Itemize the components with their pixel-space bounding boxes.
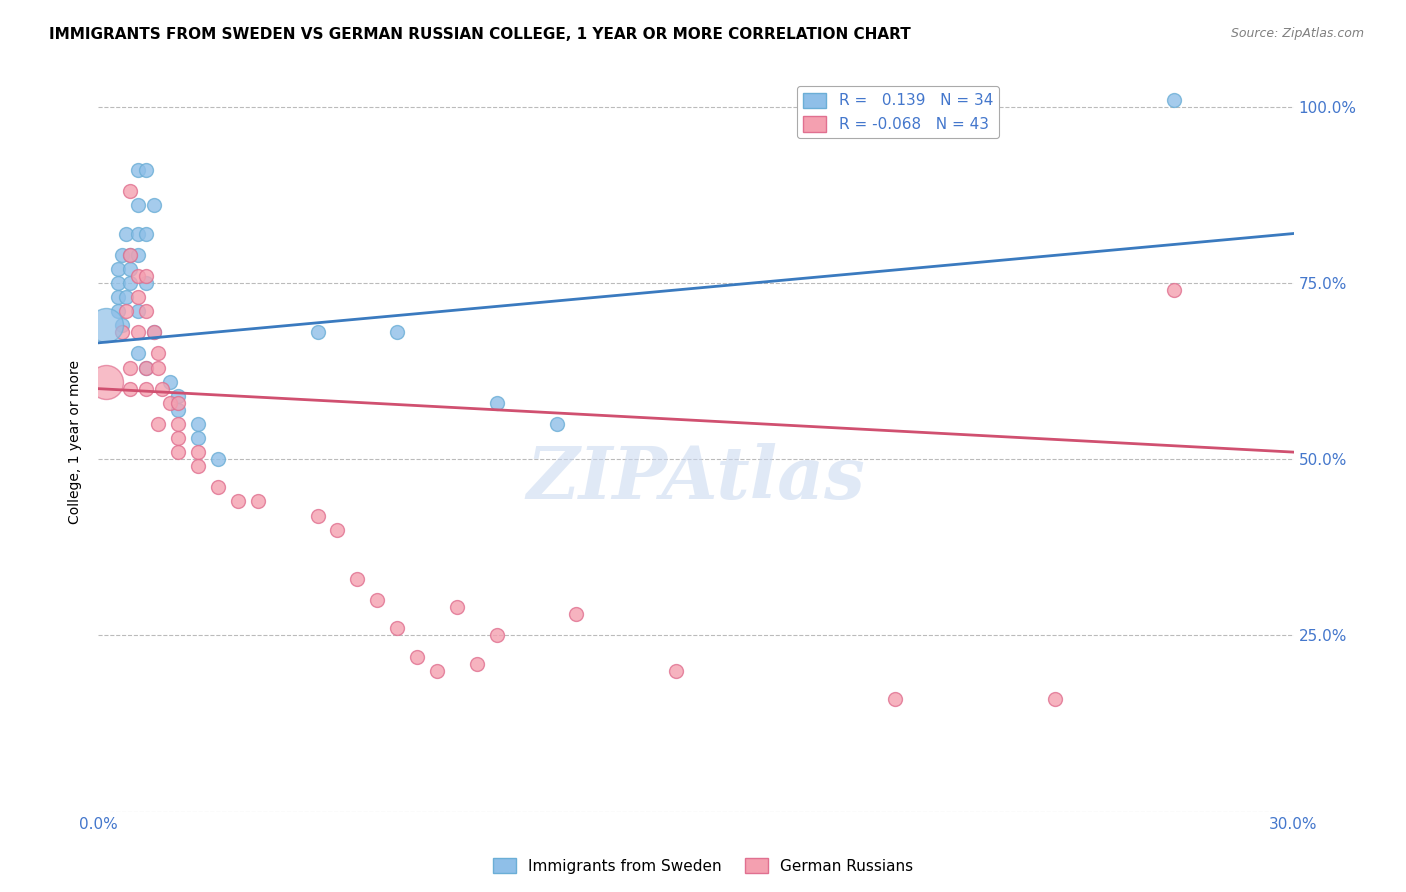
Point	[148, 360, 170, 375]
Point	[127, 304, 149, 318]
Point	[127, 268, 149, 283]
Point	[120, 248, 142, 262]
Point	[115, 290, 138, 304]
Point	[167, 431, 190, 445]
Point	[406, 649, 429, 664]
Point	[135, 304, 157, 318]
Point	[167, 389, 190, 403]
Point	[120, 184, 142, 198]
Point	[127, 346, 149, 360]
Point	[465, 657, 488, 671]
Point	[120, 261, 142, 276]
Point	[167, 417, 190, 431]
Point	[107, 290, 129, 304]
Point	[385, 325, 409, 339]
Point	[167, 396, 190, 410]
Point	[127, 227, 149, 241]
Point	[1163, 283, 1185, 297]
Point	[115, 304, 138, 318]
Point	[135, 163, 157, 178]
Point	[226, 494, 249, 508]
Point	[1043, 692, 1066, 706]
Point	[143, 325, 166, 339]
Point	[884, 692, 907, 706]
Legend: R =   0.139   N = 34, R = -0.068   N = 43: R = 0.139 N = 34, R = -0.068 N = 43	[797, 87, 1000, 138]
Point	[346, 572, 368, 586]
Text: Source: ZipAtlas.com: Source: ZipAtlas.com	[1230, 27, 1364, 40]
Point	[326, 523, 349, 537]
Point	[307, 325, 329, 339]
Point	[207, 480, 229, 494]
Point	[1163, 93, 1185, 107]
Point	[120, 360, 142, 375]
Point	[187, 445, 209, 459]
Point	[115, 227, 138, 241]
Point	[135, 360, 157, 375]
Point	[665, 664, 688, 678]
Point	[135, 227, 157, 241]
Point	[111, 325, 134, 339]
Point	[120, 382, 142, 396]
Point	[485, 628, 508, 642]
Point	[167, 445, 190, 459]
Point	[366, 593, 388, 607]
Point	[546, 417, 568, 431]
Point	[207, 452, 229, 467]
Text: ZIPAtlas: ZIPAtlas	[527, 443, 865, 514]
Point	[167, 402, 190, 417]
Point	[96, 318, 118, 333]
Text: IMMIGRANTS FROM SWEDEN VS GERMAN RUSSIAN COLLEGE, 1 YEAR OR MORE CORRELATION CHA: IMMIGRANTS FROM SWEDEN VS GERMAN RUSSIAN…	[49, 27, 911, 42]
Point	[446, 600, 468, 615]
Point	[127, 198, 149, 212]
Point	[135, 382, 157, 396]
Point	[127, 290, 149, 304]
Point	[426, 664, 449, 678]
Point	[565, 607, 588, 622]
Point	[307, 508, 329, 523]
Point	[107, 261, 129, 276]
Point	[187, 459, 209, 474]
Point	[143, 198, 166, 212]
Point	[120, 248, 142, 262]
Point	[148, 417, 170, 431]
Point	[127, 248, 149, 262]
Point	[485, 396, 508, 410]
Point	[148, 346, 170, 360]
Point	[135, 276, 157, 290]
Point	[135, 360, 157, 375]
Point	[107, 276, 129, 290]
Point	[246, 494, 269, 508]
Point	[159, 375, 181, 389]
Point	[107, 304, 129, 318]
Point	[143, 325, 166, 339]
Point	[187, 417, 209, 431]
Point	[111, 318, 134, 333]
Point	[120, 276, 142, 290]
Point	[150, 382, 173, 396]
Point	[96, 375, 118, 389]
Point	[111, 248, 134, 262]
Y-axis label: College, 1 year or more: College, 1 year or more	[69, 359, 83, 524]
Point	[385, 621, 409, 635]
Point	[127, 163, 149, 178]
Point	[159, 396, 181, 410]
Point	[135, 268, 157, 283]
Legend: Immigrants from Sweden, German Russians: Immigrants from Sweden, German Russians	[486, 852, 920, 880]
Point	[127, 325, 149, 339]
Point	[187, 431, 209, 445]
